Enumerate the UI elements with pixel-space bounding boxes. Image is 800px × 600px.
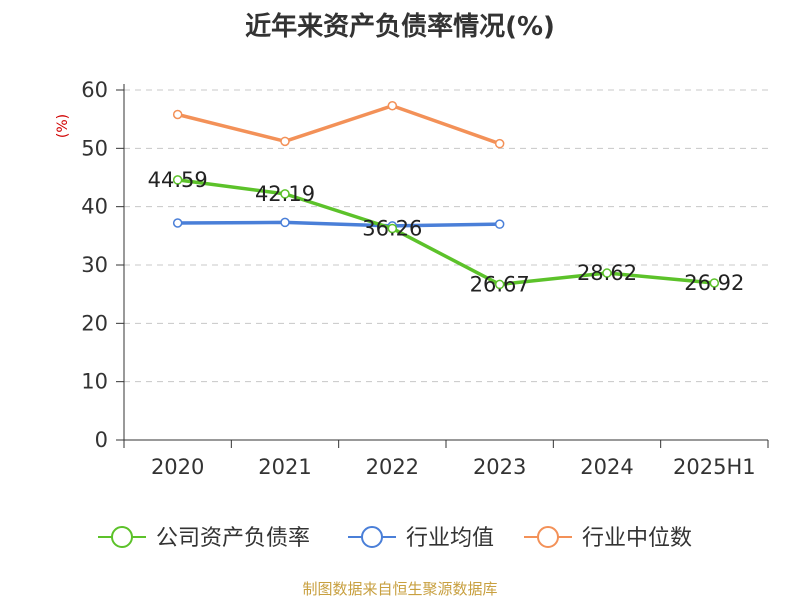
data-point <box>494 219 505 229</box>
x-tick-label: 2025H1 <box>673 455 756 479</box>
x-tick-label: 2020 <box>151 455 204 479</box>
data-label: 44.59 <box>148 168 208 192</box>
legend-swatch-marker <box>361 526 383 548</box>
data-point <box>387 101 398 111</box>
data-label: 26.67 <box>470 272 530 296</box>
x-tick-label: 2022 <box>366 455 419 479</box>
data-label: 36.26 <box>362 216 422 240</box>
legend-swatch-marker <box>111 526 133 548</box>
data-point <box>172 109 183 120</box>
series-line <box>177 104 501 146</box>
legend-label: 行业均值 <box>406 526 494 551</box>
legend-label: 公司资产负债率 <box>156 526 310 551</box>
data-point <box>494 138 505 149</box>
legend-swatch-marker <box>537 526 559 548</box>
y-tick-label: 40 <box>81 195 108 219</box>
data-label: 42.19 <box>255 182 315 206</box>
data-point <box>494 279 505 290</box>
y-tick-label: 10 <box>81 370 108 394</box>
y-axis-unit: (%) <box>55 114 71 138</box>
y-tick-label: 60 <box>81 78 108 102</box>
y-tick-label: 50 <box>81 136 108 160</box>
y-tick-label: 0 <box>95 428 108 452</box>
series-line <box>177 178 715 287</box>
y-tick-label: 30 <box>81 253 108 277</box>
series-line <box>177 220 500 228</box>
data-point <box>280 189 290 199</box>
chart-title: 近年来资产负债率情况(%) <box>245 12 555 42</box>
data-point <box>280 136 290 147</box>
data-point <box>172 218 183 228</box>
x-tick-label: 2024 <box>580 455 633 479</box>
data-label: 26.92 <box>684 271 744 295</box>
y-tick-label: 20 <box>81 311 108 335</box>
x-tick-label: 2021 <box>258 455 311 479</box>
data-point <box>602 268 612 278</box>
x-tick-label: 2023 <box>473 455 526 479</box>
data-point <box>172 175 183 185</box>
data-point <box>387 223 398 234</box>
data-label: 28.62 <box>577 261 637 285</box>
source-note: 制图数据来自恒生聚源数据库 <box>302 580 498 598</box>
data-point <box>280 217 290 228</box>
data-point <box>709 278 720 288</box>
legend-label: 行业中位数 <box>582 526 692 551</box>
